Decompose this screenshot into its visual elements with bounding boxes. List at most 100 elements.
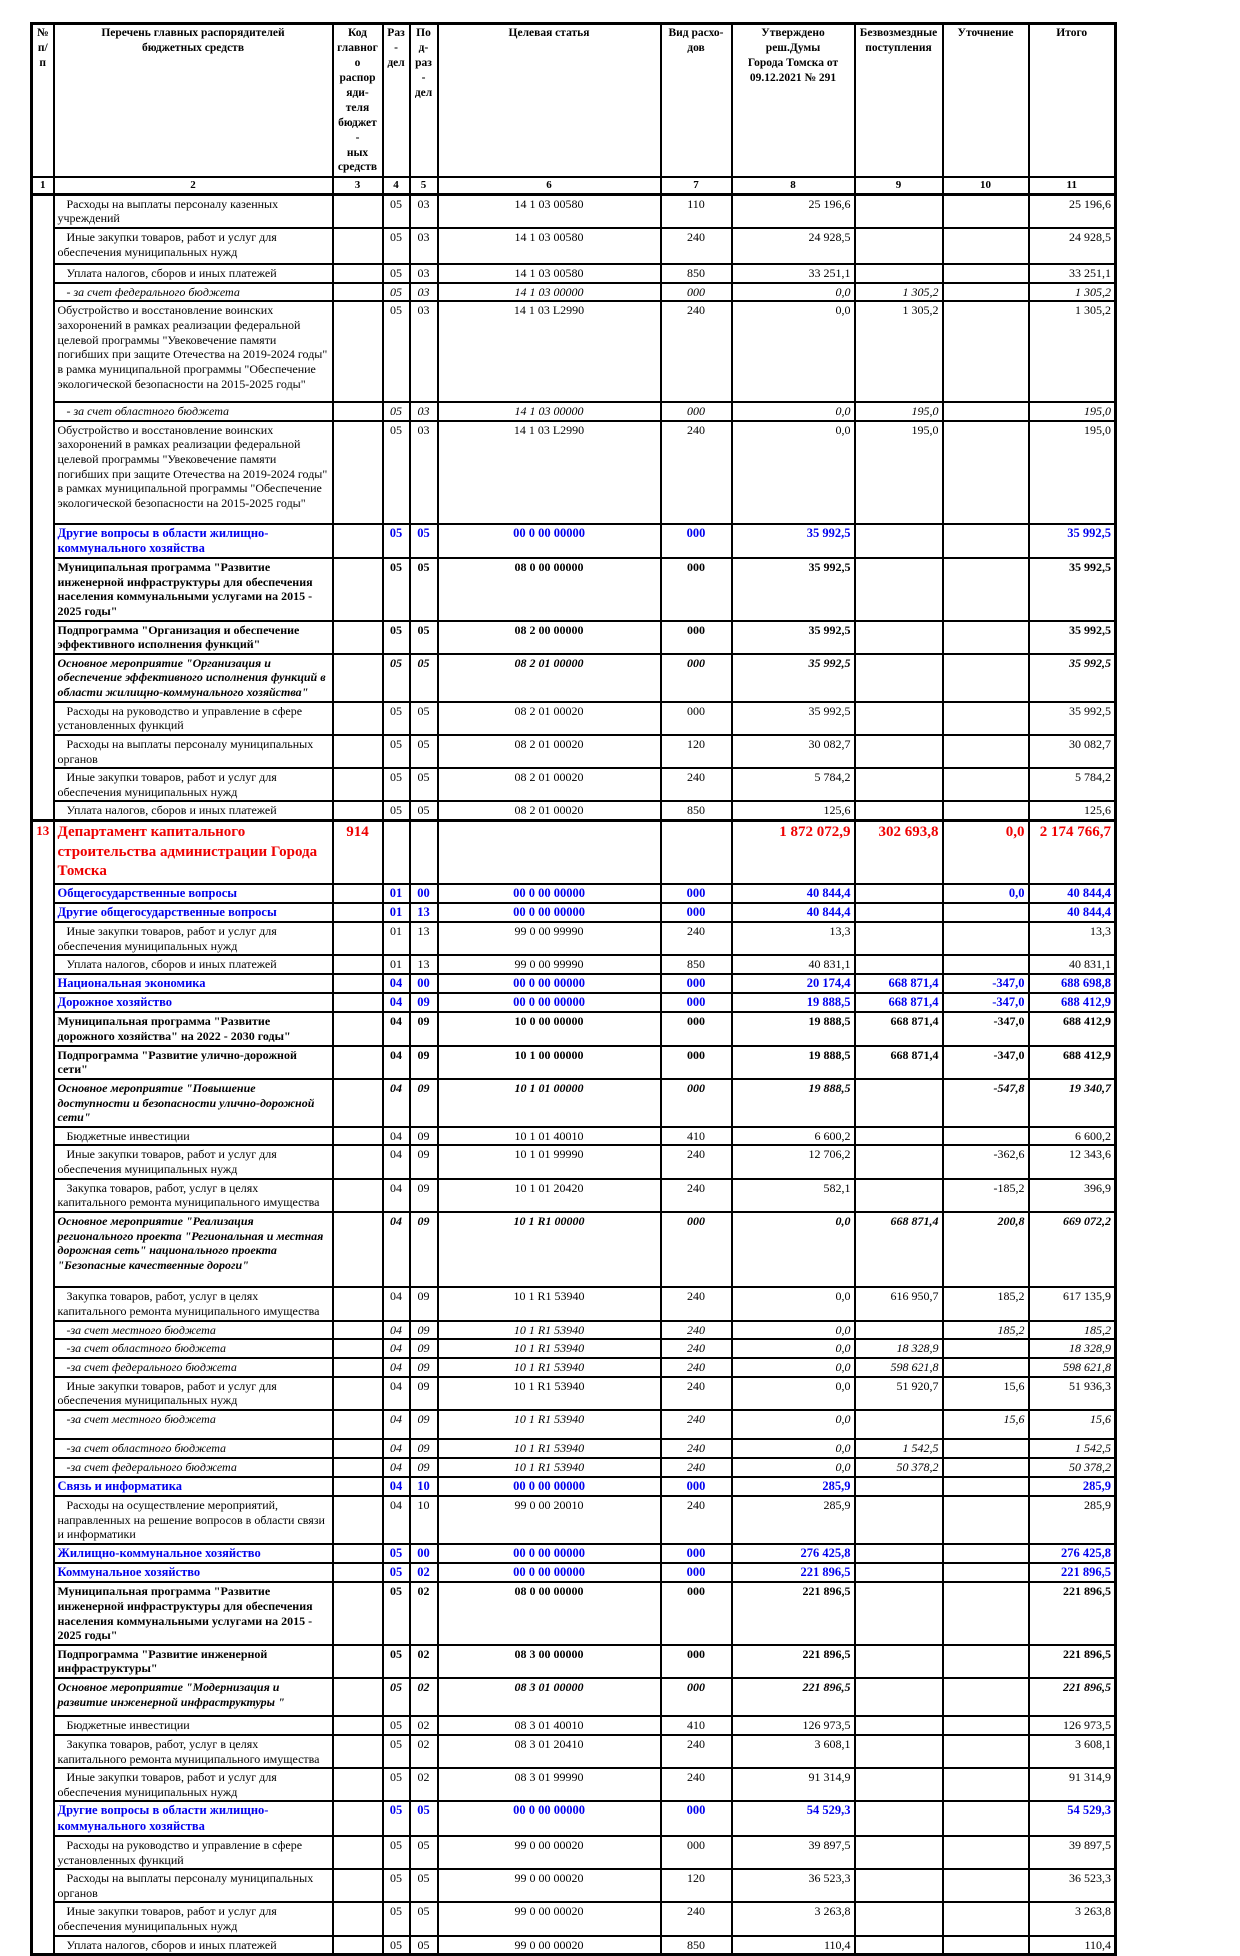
item-name: Подпрограмма "Развитие улично-дорожной с… (52, 1044, 334, 1080)
item-name: Связь и информатика (52, 1475, 334, 1497)
table-row: Иные закупки товаров, работ и услуг для … (30, 1901, 1117, 1937)
row-number (30, 955, 55, 974)
table-row: Уплата налогов, сборов и иных платежей 05… (30, 1934, 1117, 1956)
column-header: Уточнение (941, 22, 1030, 179)
podrazdel-code: 13 (408, 901, 439, 924)
approved-amount: 35 992,5 (730, 522, 856, 560)
item-name: Иные закупки товаров, работ и услуг для … (52, 767, 334, 803)
gratuitous-receipts-amount (853, 1677, 944, 1718)
item-name: Муниципальная программа "Развитие инжене… (52, 557, 334, 622)
gratuitous-receipts-amount (853, 733, 944, 770)
podrazdel-code: 05 (408, 1901, 439, 1937)
item-name: Уплата налогов, сборов и иных платежей (52, 954, 334, 975)
gratuitous-receipts-amount: 1 542,5 (853, 1438, 944, 1460)
adjustment-amount: 185,2 (941, 1319, 1030, 1341)
table-row: -за счет местного бюджета 04 09 10 1 R1 539… (30, 1408, 1117, 1441)
approved-amount: 0,0 (730, 401, 856, 422)
total-amount: 35 992,5 (1027, 619, 1117, 655)
target-article-code: 10 1 R1 53940 (436, 1438, 662, 1460)
razdel-code: 04 (381, 1457, 411, 1478)
row-number (30, 883, 55, 903)
expense-type-code: 000 (659, 1643, 733, 1680)
expense-type-code: 000 (659, 1044, 733, 1080)
adjustment-amount (941, 1542, 1030, 1565)
grbs-code (331, 1767, 384, 1803)
podrazdel-code: 13 (408, 954, 439, 975)
razdel-code: 05 (381, 652, 411, 703)
total-amount: 1 305,2 (1027, 300, 1117, 404)
adjustment-amount (941, 700, 1030, 736)
row-number (30, 734, 55, 769)
table-row: Дорожное хозяйство 04 09 00 0 00 00000 000 19… (30, 992, 1117, 1014)
grbs-code (331, 1375, 384, 1411)
target-article-code: 10 1 01 99990 (436, 1144, 662, 1180)
approved-amount: 0,0 (730, 1356, 856, 1378)
grbs-code (331, 281, 384, 303)
grbs-code (331, 1901, 384, 1937)
razdel-code: 04 (381, 1177, 411, 1213)
target-article-code: 10 1 01 20420 (436, 1177, 662, 1213)
row-number (30, 420, 55, 524)
adjustment-amount (941, 1356, 1030, 1378)
target-article-code: 00 0 00 00000 (436, 1800, 662, 1837)
item-name: Основное мероприятие "Модернизация и раз… (52, 1677, 334, 1718)
expense-type-code: 240 (659, 226, 733, 266)
row-number (30, 1078, 55, 1127)
target-article-code: 10 1 R1 53940 (436, 1319, 662, 1341)
budget-appropriations-table: № п/п Перечень главных распорядителей бюд… (30, 22, 1117, 1956)
gratuitous-receipts-amount (853, 1562, 944, 1584)
target-article-code: 10 1 00 00000 (436, 1044, 662, 1080)
row-number (30, 1357, 55, 1377)
total-amount: 39 897,5 (1027, 1834, 1117, 1871)
razdel-code: 05 (381, 1733, 411, 1770)
target-article-code: 08 2 01 00020 (436, 800, 662, 822)
table-row: -за счет областного бюджета 04 09 10 1 R1 5… (30, 1338, 1117, 1359)
target-article-code: 14 1 03 00580 (436, 193, 662, 229)
column-number: 5 (408, 176, 439, 196)
total-amount: 5 784,2 (1027, 767, 1117, 803)
column-number: 9 (853, 176, 944, 196)
approved-amount: 3 608,1 (730, 1733, 856, 1770)
approved-amount: 3 263,8 (730, 1901, 856, 1937)
podrazdel-code: 03 (408, 263, 439, 284)
adjustment-amount (941, 1715, 1030, 1736)
razdel-code: 05 (381, 1562, 411, 1584)
gratuitous-receipts-amount: 18 328,9 (853, 1338, 944, 1359)
approved-amount: 125,6 (730, 800, 856, 822)
razdel-code: 05 (381, 1934, 411, 1956)
adjustment-amount (941, 1934, 1030, 1956)
table-row: Общегосударственные вопросы 01 00 00 0 00 0… (30, 882, 1117, 904)
approved-amount: 20 174,4 (730, 972, 856, 995)
target-article-code: 10 1 R1 53940 (436, 1338, 662, 1359)
grbs-code (331, 226, 384, 266)
adjustment-amount (941, 954, 1030, 975)
table-row: Иные закупки товаров, работ и услуг для … (30, 1144, 1117, 1180)
table-row: Расходы на руководство и управление в сф… (30, 1834, 1117, 1871)
grbs-code (331, 767, 384, 803)
row-number (30, 1678, 55, 1717)
total-amount: 669 072,2 (1027, 1210, 1117, 1289)
item-name: Другие общегосударственные вопросы (52, 901, 334, 924)
row-number (30, 1145, 55, 1179)
total-amount: 688 412,9 (1027, 1011, 1117, 1047)
approved-amount: 24 928,5 (730, 226, 856, 266)
total-amount: 25 196,6 (1027, 193, 1117, 229)
expense-type-code: 240 (659, 1177, 733, 1213)
adjustment-amount (941, 1562, 1030, 1584)
table-body: Расходы на выплаты персоналу казенных уч… (30, 193, 1117, 1956)
total-amount: 91 314,9 (1027, 1767, 1117, 1803)
grbs-code (331, 1044, 384, 1080)
table-row: Расходы на осуществление мероприятий, на… (30, 1494, 1117, 1545)
item-name: Подпрограмма "Организация и обеспечение … (52, 619, 334, 655)
adjustment-amount (941, 1868, 1030, 1904)
table-row: Иные закупки товаров, работ и услуг для … (30, 1375, 1117, 1411)
podrazdel-code: 00 (408, 882, 439, 904)
grbs-code (331, 619, 384, 655)
column-number: 8 (730, 176, 856, 196)
podrazdel-code: 05 (408, 733, 439, 770)
podrazdel-code: 03 (408, 401, 439, 422)
table-row: Основное мероприятие "Организация и обес… (30, 652, 1117, 703)
approved-amount: 221 896,5 (730, 1643, 856, 1680)
grbs-code (331, 1319, 384, 1341)
total-amount: 35 992,5 (1027, 700, 1117, 736)
